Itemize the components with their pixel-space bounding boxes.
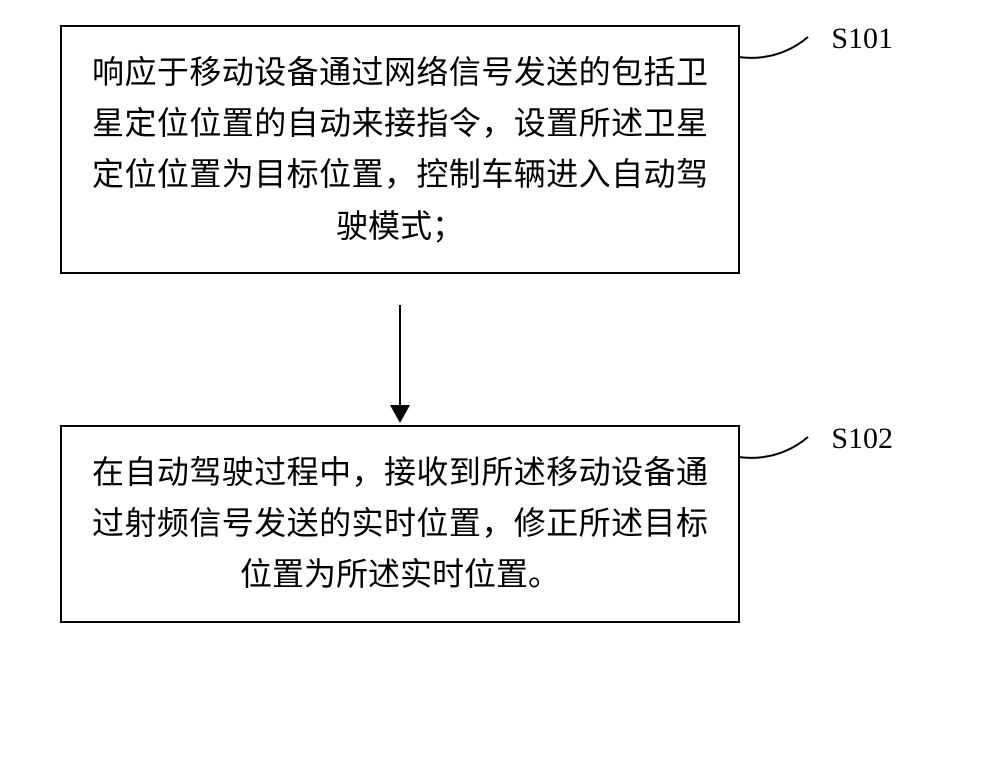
arrow-line <box>399 305 401 405</box>
step-text-s101: 响应于移动设备通过网络信号发送的包括卫星定位位置的自动来接指令，设置所述卫星定位… <box>92 47 708 252</box>
connector-curve-s102 <box>738 432 838 492</box>
step-box-s102: 在自动驾驶过程中，接收到所述移动设备通过射频信号发送的实时位置，修正所述目标位置… <box>60 425 740 623</box>
step-label-s102: S102 <box>831 422 893 456</box>
step-label-s101: S101 <box>831 22 893 56</box>
arrow-s101-to-s102 <box>60 280 740 448</box>
step-text-s102: 在自动驾驶过程中，接收到所述移动设备通过射频信号发送的实时位置，修正所述目标位置… <box>92 447 708 601</box>
step-box-s101: 响应于移动设备通过网络信号发送的包括卫星定位位置的自动来接指令，设置所述卫星定位… <box>60 25 740 274</box>
connector-curve-s101 <box>738 32 838 92</box>
arrow-head-icon <box>390 405 410 423</box>
